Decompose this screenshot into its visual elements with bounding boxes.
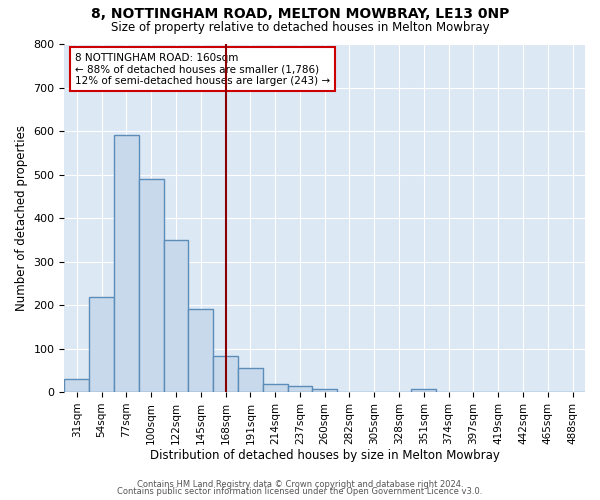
X-axis label: Distribution of detached houses by size in Melton Mowbray: Distribution of detached houses by size … bbox=[150, 450, 500, 462]
Bar bbox=[412, 388, 436, 392]
Bar bbox=[287, 386, 313, 392]
Text: Contains public sector information licensed under the Open Government Licence v3: Contains public sector information licen… bbox=[118, 487, 482, 496]
Bar bbox=[164, 240, 188, 392]
Y-axis label: Number of detached properties: Number of detached properties bbox=[15, 125, 28, 311]
Bar bbox=[114, 136, 139, 392]
Bar bbox=[188, 310, 213, 392]
Bar bbox=[89, 297, 114, 392]
Bar bbox=[263, 384, 287, 392]
Bar bbox=[238, 368, 263, 392]
Bar bbox=[64, 378, 89, 392]
Text: 8 NOTTINGHAM ROAD: 160sqm
← 88% of detached houses are smaller (1,786)
12% of se: 8 NOTTINGHAM ROAD: 160sqm ← 88% of detac… bbox=[75, 52, 330, 86]
Text: Size of property relative to detached houses in Melton Mowbray: Size of property relative to detached ho… bbox=[110, 21, 490, 34]
Text: Contains HM Land Registry data © Crown copyright and database right 2024.: Contains HM Land Registry data © Crown c… bbox=[137, 480, 463, 489]
Bar bbox=[313, 388, 337, 392]
Bar bbox=[213, 356, 238, 392]
Text: 8, NOTTINGHAM ROAD, MELTON MOWBRAY, LE13 0NP: 8, NOTTINGHAM ROAD, MELTON MOWBRAY, LE13… bbox=[91, 8, 509, 22]
Bar bbox=[139, 179, 164, 392]
